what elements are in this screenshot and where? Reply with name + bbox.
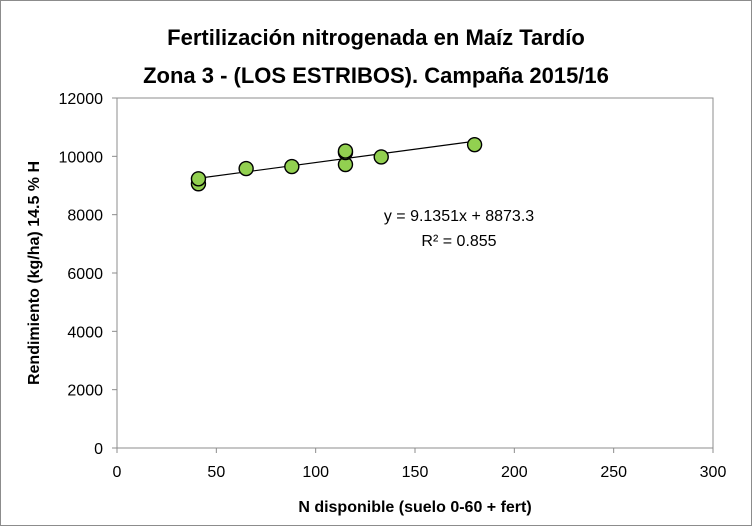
trendline-equation: y = 9.1351x + 8873.3 xyxy=(384,208,534,225)
x-tick-label: 0 xyxy=(113,464,122,481)
data-point xyxy=(284,158,300,175)
x-tick-label: 50 xyxy=(207,464,225,481)
x-tick-label: 250 xyxy=(600,464,627,481)
data-point xyxy=(238,160,254,177)
x-tick-label: 200 xyxy=(501,464,528,481)
data-point xyxy=(190,171,207,187)
data-point xyxy=(466,136,483,153)
y-tick-label: 2000 xyxy=(67,383,103,400)
data-points xyxy=(190,136,483,192)
y-tick-label: 4000 xyxy=(67,324,103,341)
trendline-r2: R² = 0.855 xyxy=(421,233,496,250)
y-tick-label: 8000 xyxy=(67,208,103,225)
x-axis-ticks: 0 50 100 150 200 250 300 xyxy=(113,448,727,481)
y-axis-label: Rendimiento (kg/ha) 14.5 % H xyxy=(26,161,43,385)
y-tick-label: 0 xyxy=(94,441,103,458)
x-tick-label: 300 xyxy=(700,464,727,481)
y-tick-label: 10000 xyxy=(59,149,104,166)
x-tick-label: 150 xyxy=(402,464,429,481)
chart-title-line1: Fertilización nitrogenada en Maíz Tardío xyxy=(167,25,585,50)
chart-title-line2: Zona 3 - (LOS ESTRIBOS). Campaña 2015/16 xyxy=(143,63,609,88)
x-axis-label: N disponible (suelo 0-60 + fert) xyxy=(298,499,531,516)
y-tick-label: 12000 xyxy=(59,91,104,108)
data-point xyxy=(373,149,389,165)
data-point xyxy=(337,143,354,159)
plot-area xyxy=(116,97,714,449)
y-tick-label: 6000 xyxy=(67,266,103,283)
y-axis-ticks: 0 2000 4000 6000 8000 10000 12000 xyxy=(59,91,117,458)
x-tick-label: 100 xyxy=(302,464,329,481)
